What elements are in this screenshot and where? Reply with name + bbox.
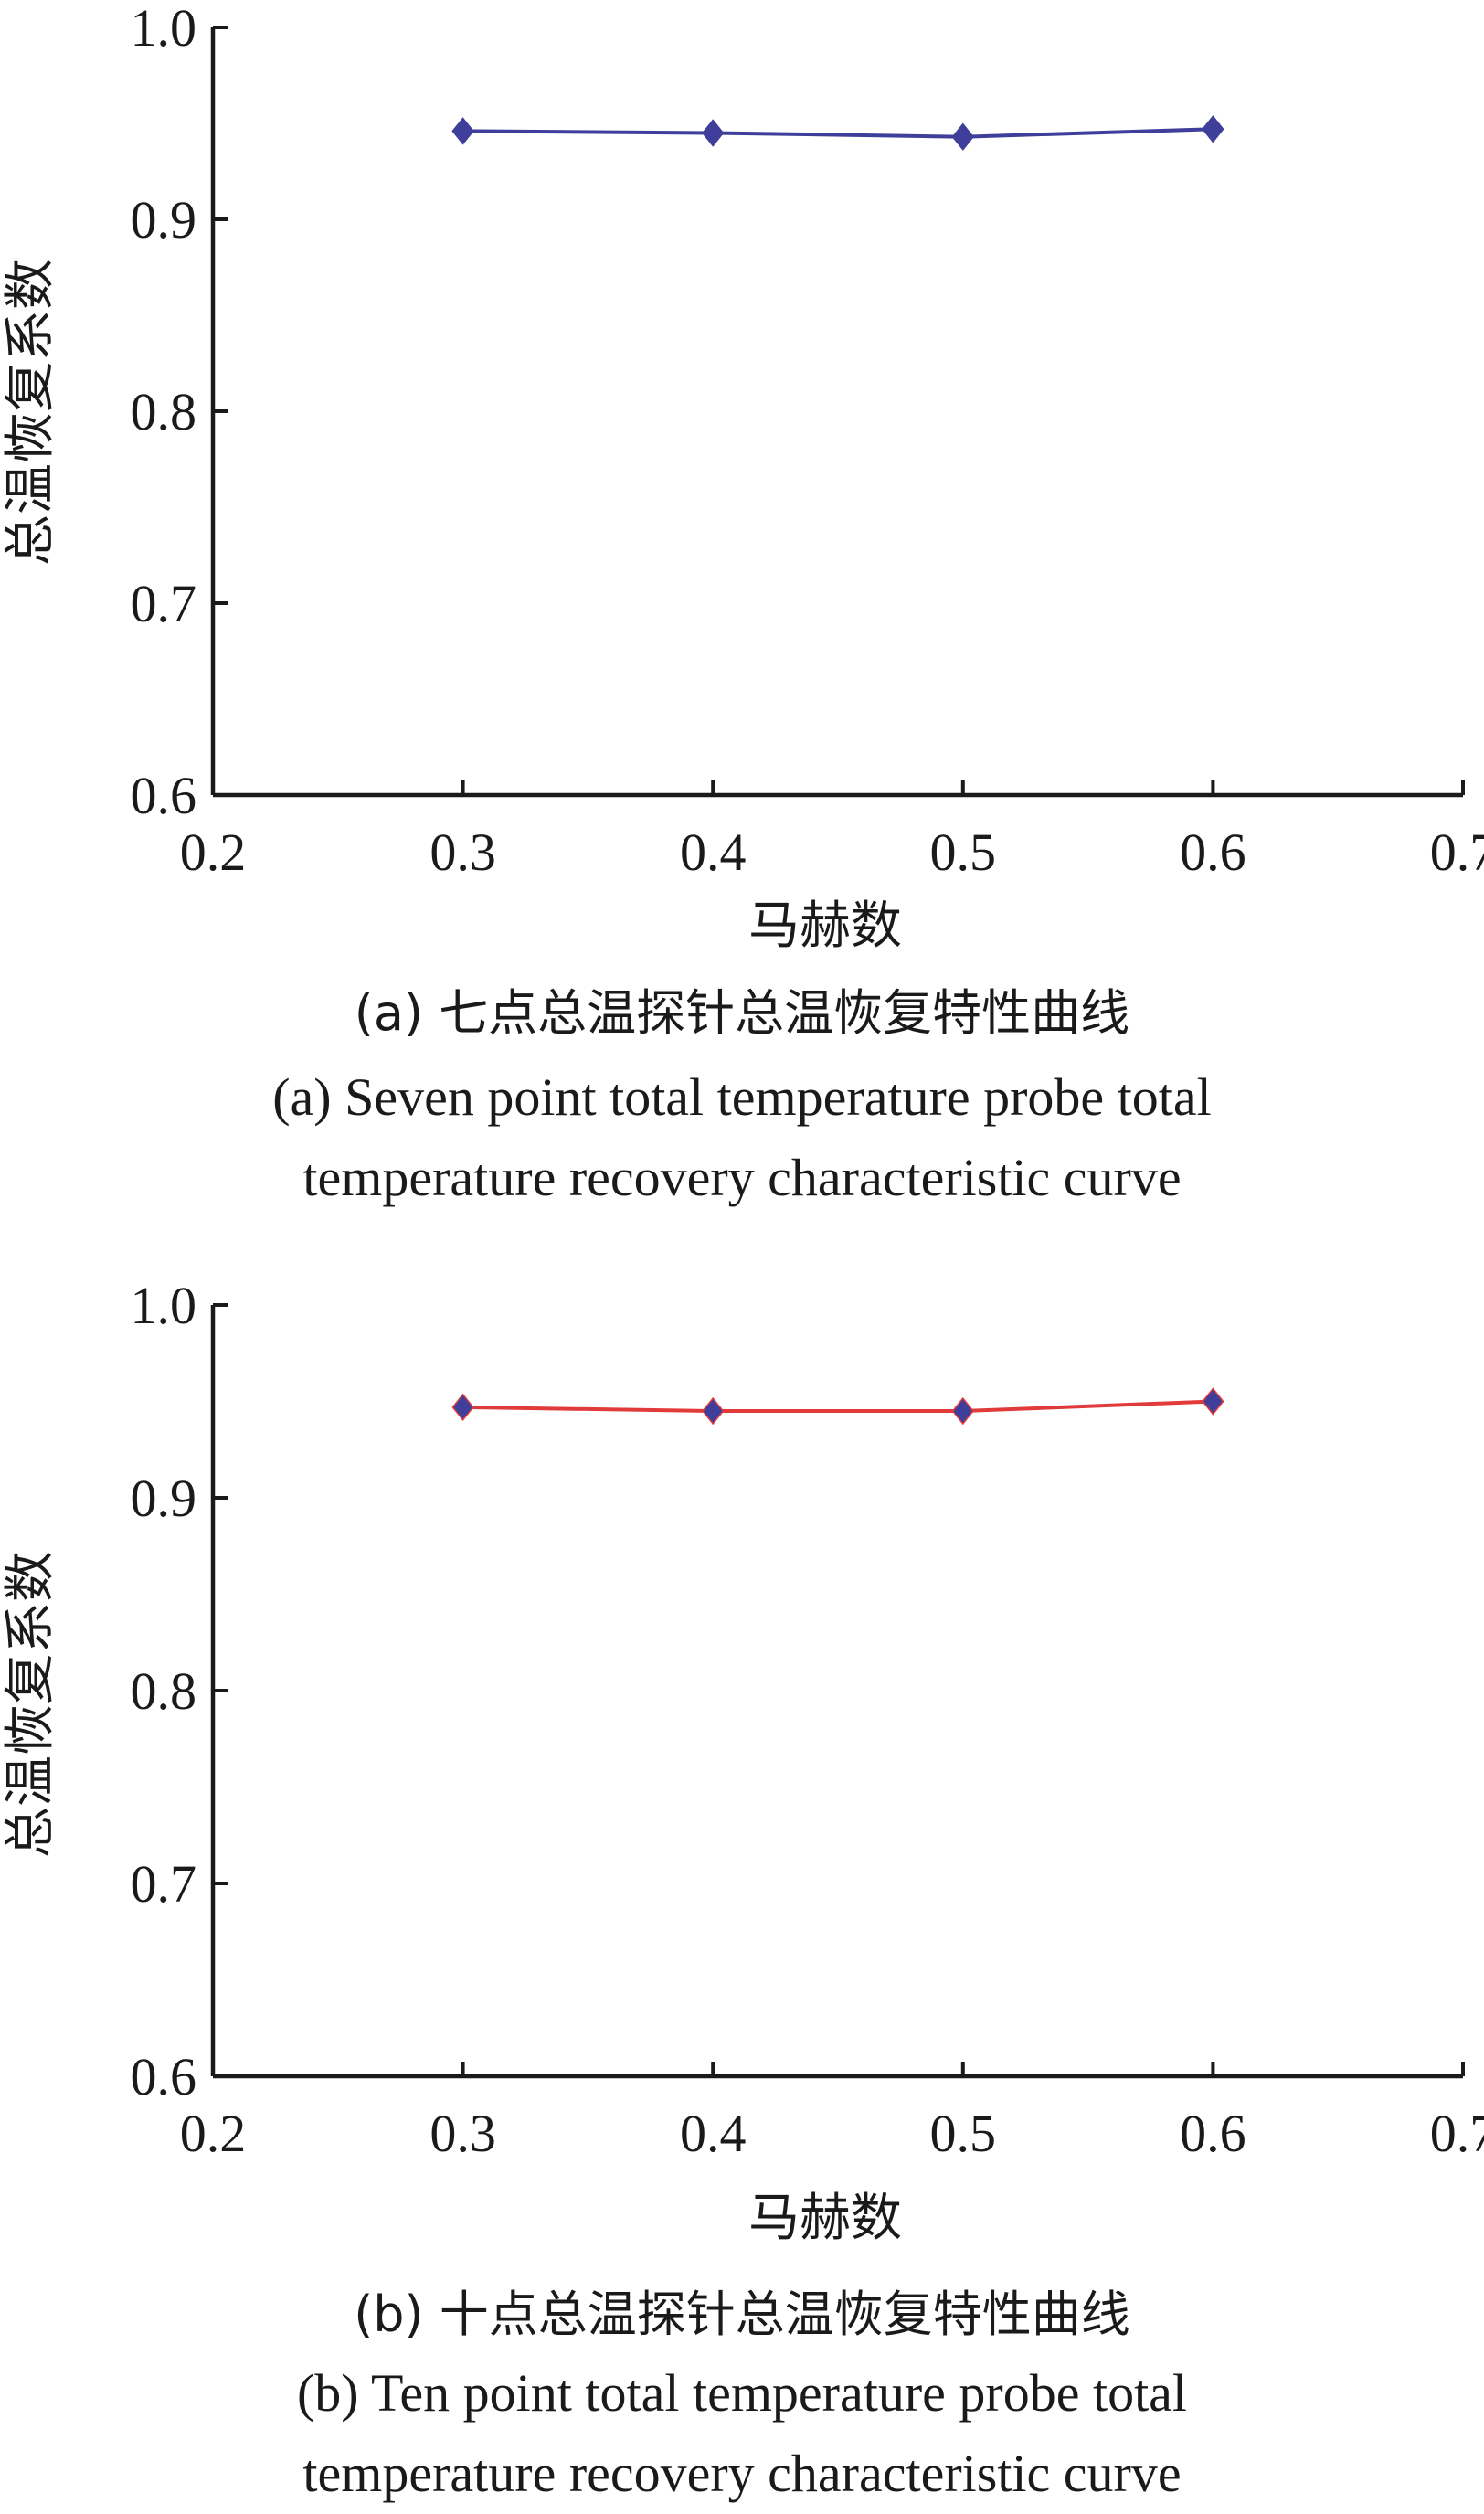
x-tick-label: 0.4 bbox=[680, 822, 747, 882]
x-tick-label: 0.3 bbox=[429, 2104, 496, 2163]
x-tick-label: 0.7 bbox=[1430, 822, 1484, 882]
y-tick-label: 0.6 bbox=[131, 766, 197, 825]
series-lines bbox=[463, 1402, 1214, 1412]
chart-b: 0.6 0.7 0.8 0.9 1.0 0.2 0.3 0.4 0.5 0.6 0.7 马赫数 总温… bbox=[0, 1279, 1484, 2271]
caption-a-en-line-1: (a) Seven point total temperature probe … bbox=[0, 1057, 1484, 1138]
x-tick-label: 0.4 bbox=[680, 2104, 747, 2163]
data-point-marker bbox=[1203, 116, 1223, 142]
x-axis-title: 马赫数 bbox=[748, 896, 902, 956]
data-point-marker bbox=[1203, 1389, 1223, 1415]
chart-a: 0.6 0.7 0.8 0.9 1.0 0.2 0.3 0.4 0.5 0.6 0.7 马赫数 总温… bbox=[0, 0, 1484, 969]
x-tick-label: 0.7 bbox=[1430, 2104, 1484, 2163]
data-point-marker bbox=[452, 118, 472, 143]
y-tick-label: 0.7 bbox=[131, 1854, 197, 1914]
caption-b-zh: (b) 十点总温探针总温恢复特性曲线 bbox=[0, 2274, 1484, 2355]
axes bbox=[213, 1305, 1463, 2076]
x-tick-label: 0.2 bbox=[180, 822, 247, 882]
y-tick-label: 0.8 bbox=[131, 382, 197, 441]
caption-b-en-line-2: temperature recovery characteristic curv… bbox=[0, 2434, 1484, 2514]
caption-a-en: (a) Seven point total temperature probe … bbox=[0, 1057, 1484, 1218]
x-tick-label: 0.2 bbox=[180, 2104, 247, 2163]
y-tick-label: 0.9 bbox=[131, 190, 197, 249]
y-tick-label: 1.0 bbox=[131, 1279, 197, 1335]
x-tick-label: 0.6 bbox=[1180, 822, 1246, 882]
caption-a-en-line-2: temperature recovery characteristic curv… bbox=[0, 1138, 1484, 1218]
data-point-marker bbox=[703, 1398, 723, 1424]
x-tick-label: 0.5 bbox=[930, 2104, 997, 2163]
y-axis-title: 总温恢复系数 bbox=[1, 259, 60, 566]
caption-b-en-line-1: (b) Ten point total temperature probe to… bbox=[0, 2353, 1484, 2434]
x-tick-label: 0.5 bbox=[930, 822, 997, 882]
y-tick-label: 0.7 bbox=[131, 574, 197, 633]
series-line bbox=[463, 129, 1214, 136]
tick-labels: 0.6 0.7 0.8 0.9 1.0 0.2 0.3 0.4 0.5 0.6 0.7 bbox=[131, 0, 1484, 882]
series-lines bbox=[463, 129, 1214, 136]
x-axis-title: 马赫数 bbox=[748, 2189, 902, 2248]
data-point-marker bbox=[703, 121, 723, 146]
x-tick-label: 0.6 bbox=[1180, 2104, 1246, 2163]
series-line bbox=[463, 1402, 1214, 1412]
data-point-marker bbox=[953, 1398, 973, 1424]
y-tick-label: 1.0 bbox=[131, 0, 197, 58]
y-tick-label: 0.9 bbox=[131, 1469, 197, 1528]
caption-b-en: (b) Ten point total temperature probe to… bbox=[0, 2353, 1484, 2514]
axes bbox=[213, 27, 1463, 795]
y-axis-title: 总温恢复系数 bbox=[1, 1551, 60, 1858]
y-tick-label: 0.8 bbox=[131, 1661, 197, 1721]
y-tick-label: 0.6 bbox=[131, 2047, 197, 2106]
caption-a-zh: (a) 七点总温探针总温恢复特性曲线 bbox=[0, 972, 1484, 1054]
data-point-marker bbox=[452, 1395, 472, 1420]
x-tick-label: 0.3 bbox=[429, 822, 496, 882]
data-point-marker bbox=[953, 124, 973, 150]
